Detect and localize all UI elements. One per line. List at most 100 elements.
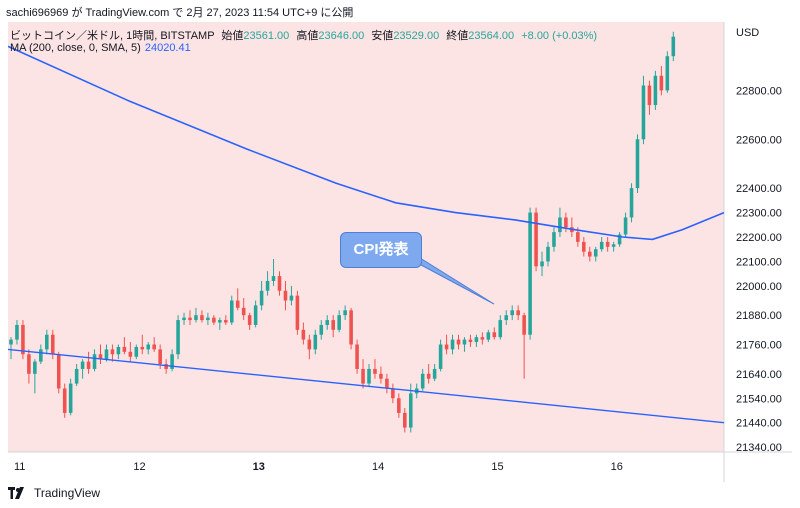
time-tick-label: 13	[253, 461, 265, 473]
candle-body	[587, 251, 592, 257]
candle-body	[564, 217, 568, 228]
candle-body	[152, 344, 156, 350]
price-tick-label: 22300.00	[736, 208, 782, 220]
candle-body	[27, 354, 31, 374]
price-tick-label: 21760.00	[736, 340, 782, 352]
candle-body	[391, 388, 395, 399]
candle-body	[629, 188, 634, 218]
candle-body	[617, 234, 622, 245]
candle-body	[593, 249, 598, 257]
candle-body	[552, 232, 556, 247]
candle-body	[534, 212, 538, 267]
moving-average-line	[8, 45, 725, 241]
candle-body	[671, 36, 676, 57]
candle-body	[605, 241, 610, 247]
candle-body	[522, 315, 526, 335]
candle-body	[420, 373, 425, 389]
candle-body	[504, 315, 509, 321]
candle-body	[403, 412, 407, 428]
time-tick-label: 11	[14, 461, 25, 473]
price-tick-label: 22800.00	[736, 85, 782, 97]
candle-body	[241, 307, 246, 316]
candle-body	[21, 324, 25, 355]
candle-body	[397, 398, 401, 413]
candle-body	[438, 344, 443, 369]
candle-body	[33, 361, 37, 374]
chart-area[interactable]: USD 22800.00 22600.00 22400.00 22300.00 22200…	[8, 22, 792, 482]
candle-body	[206, 317, 210, 321]
candle-body	[176, 320, 180, 355]
candle-body	[331, 320, 335, 330]
candle-body	[528, 212, 532, 335]
candle-body	[253, 305, 258, 325]
time-tick-label: 15	[491, 461, 503, 473]
price-tick-label: 22000.00	[736, 281, 782, 293]
candle-body	[15, 324, 19, 340]
candle-body	[480, 337, 485, 340]
candle-body	[39, 349, 43, 362]
candle-body	[110, 349, 115, 355]
tradingview-logo-icon	[8, 487, 24, 499]
candle-body	[385, 378, 389, 389]
candle-body	[146, 344, 151, 350]
price-tick-label: 21440.00	[736, 418, 782, 430]
price-tick-label: 21880.00	[736, 310, 782, 322]
candle-body	[56, 354, 61, 389]
candle-body	[307, 339, 312, 350]
candle-body	[62, 388, 67, 413]
candle-body	[576, 232, 580, 242]
candle-body	[45, 334, 49, 350]
candle-body	[367, 368, 371, 384]
candle-body	[599, 241, 604, 250]
candle-body	[665, 56, 670, 91]
candlestick-chart[interactable]: USD 22800.00 22600.00 22400.00 22300.00 22200…	[8, 22, 792, 482]
candle-body	[408, 393, 413, 428]
candle-body	[295, 295, 300, 330]
candle-body	[635, 139, 640, 189]
candle-body	[68, 383, 73, 413]
candle-body	[468, 339, 473, 343]
price-tick-label: 22600.00	[736, 134, 782, 146]
candle-body	[456, 339, 461, 345]
candle-body	[361, 368, 365, 384]
candle-body	[426, 373, 431, 379]
candle-body	[432, 368, 437, 379]
candle-body	[474, 337, 479, 343]
price-tick-label: 22100.00	[736, 256, 782, 268]
candle-body	[188, 317, 192, 321]
candle-body	[277, 276, 282, 291]
candle-body	[486, 332, 491, 340]
candle-body	[659, 75, 664, 91]
candle-body	[301, 329, 306, 340]
candle-body	[128, 351, 133, 357]
candle-body	[271, 276, 276, 281]
candle-body	[158, 349, 162, 365]
candle-body	[546, 246, 550, 262]
candle-body	[265, 280, 270, 291]
candle-body	[313, 334, 318, 350]
candle-body	[283, 290, 288, 301]
time-tick-label: 16	[611, 461, 623, 473]
candle-body	[9, 339, 13, 345]
candle-body	[170, 354, 174, 369]
candle-body	[373, 368, 377, 374]
candle-body	[444, 344, 449, 350]
candle-body	[540, 261, 544, 267]
time-tick-label: 14	[372, 461, 384, 473]
candle-body	[50, 334, 55, 355]
candle-body	[582, 241, 586, 252]
currency-label: USD	[736, 27, 759, 39]
candle-body	[86, 361, 91, 369]
candle-body	[337, 315, 341, 330]
candle-body	[212, 317, 216, 323]
candle-body	[182, 317, 186, 321]
publish-caption: sachi696969 が TradingView.com で 2月 27, 2…	[6, 7, 354, 19]
price-tick-label: 21340.00	[736, 442, 782, 454]
candle-body	[325, 320, 330, 325]
candle-body	[611, 244, 616, 247]
candle-body	[498, 320, 503, 338]
candle-body	[379, 373, 383, 379]
candle-body	[647, 85, 652, 106]
candle-body	[343, 310, 347, 316]
candle-body	[558, 217, 562, 233]
